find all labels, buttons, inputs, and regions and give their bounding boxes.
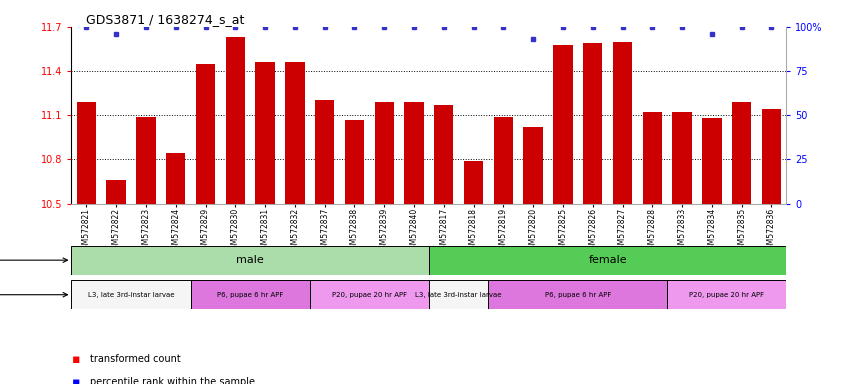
- Bar: [553, 45, 573, 204]
- Bar: [256, 62, 275, 204]
- Bar: [191, 280, 309, 309]
- Bar: [166, 154, 185, 204]
- Bar: [374, 102, 394, 204]
- Bar: [667, 280, 786, 309]
- Bar: [71, 246, 429, 275]
- Text: P6, pupae 6 hr APF: P6, pupae 6 hr APF: [217, 292, 283, 298]
- Bar: [77, 102, 96, 204]
- Text: P6, pupae 6 hr APF: P6, pupae 6 hr APF: [545, 292, 611, 298]
- Text: P20, pupae 20 hr APF: P20, pupae 20 hr APF: [332, 292, 407, 298]
- Bar: [523, 127, 542, 204]
- Bar: [673, 112, 692, 204]
- Text: development stage: development stage: [0, 290, 67, 300]
- Bar: [434, 105, 453, 204]
- Bar: [762, 109, 781, 204]
- Bar: [613, 41, 632, 204]
- Bar: [136, 117, 156, 204]
- Bar: [583, 43, 602, 204]
- Bar: [345, 119, 364, 204]
- Bar: [285, 62, 304, 204]
- Bar: [702, 118, 722, 204]
- Bar: [489, 280, 667, 309]
- Bar: [464, 161, 484, 204]
- Bar: [71, 280, 191, 309]
- Bar: [225, 37, 245, 204]
- Bar: [196, 64, 215, 204]
- Text: percentile rank within the sample: percentile rank within the sample: [90, 377, 255, 384]
- Text: female: female: [589, 255, 627, 265]
- Bar: [429, 246, 786, 275]
- Text: ▪: ▪: [71, 353, 80, 366]
- Text: L3, late 3rd-instar larvae: L3, late 3rd-instar larvae: [415, 292, 502, 298]
- Text: gender: gender: [0, 255, 67, 265]
- Bar: [643, 112, 662, 204]
- Bar: [429, 280, 489, 309]
- Text: P20, pupae 20 hr APF: P20, pupae 20 hr APF: [690, 292, 764, 298]
- Text: L3, late 3rd-instar larvae: L3, late 3rd-instar larvae: [87, 292, 174, 298]
- Bar: [315, 101, 335, 204]
- Text: male: male: [236, 255, 264, 265]
- Text: ▪: ▪: [71, 376, 80, 384]
- Bar: [309, 280, 429, 309]
- Bar: [107, 180, 126, 204]
- Bar: [494, 117, 513, 204]
- Bar: [405, 102, 424, 204]
- Text: transformed count: transformed count: [90, 354, 181, 364]
- Bar: [732, 102, 751, 204]
- Text: GDS3871 / 1638274_s_at: GDS3871 / 1638274_s_at: [86, 13, 244, 26]
